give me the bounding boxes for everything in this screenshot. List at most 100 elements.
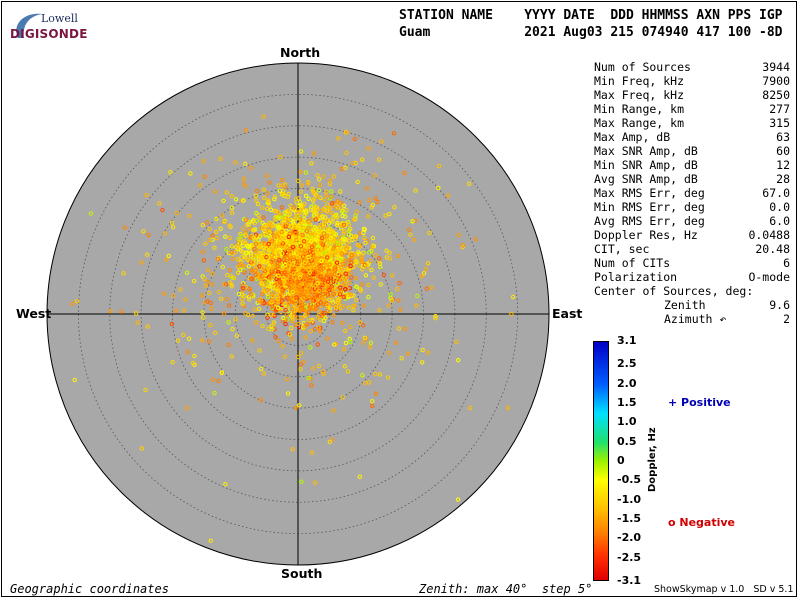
source-point (291, 255, 296, 260)
source-point (331, 408, 336, 413)
source-point (267, 300, 272, 305)
source-point (292, 304, 297, 309)
source-point (269, 312, 274, 317)
source-point (280, 288, 285, 293)
source-point (283, 270, 288, 275)
stat-value: 67.0 (762, 186, 790, 200)
source-point (317, 309, 322, 314)
source-point (436, 163, 442, 169)
stat-value: 7900 (762, 74, 790, 88)
source-point (229, 284, 235, 289)
source-point (342, 364, 347, 369)
source-point (315, 258, 320, 263)
source-point (248, 267, 254, 272)
source-point (384, 248, 389, 253)
source-point (292, 237, 297, 243)
source-point (121, 271, 126, 276)
source-point (310, 266, 315, 271)
source-point (335, 220, 340, 226)
source-point (227, 303, 232, 308)
source-point (333, 267, 338, 272)
source-point (354, 276, 359, 281)
source-point (357, 474, 362, 479)
source-point (329, 189, 334, 194)
source-point (330, 302, 335, 307)
source-point (287, 278, 293, 284)
colorbar-tick: -2.0 (617, 531, 642, 545)
center-zenith-label: Zenith (664, 298, 706, 312)
source-point (308, 329, 313, 334)
source-point (309, 450, 315, 455)
source-point (273, 208, 279, 214)
source-point (348, 324, 353, 330)
source-point (168, 170, 173, 175)
source-point (349, 275, 354, 280)
source-point (219, 370, 225, 375)
source-point (253, 235, 259, 240)
source-point (291, 275, 296, 281)
source-point (379, 139, 384, 144)
source-point (315, 302, 320, 307)
source-point (280, 183, 286, 188)
source-point (292, 245, 298, 250)
source-point (301, 225, 306, 231)
source-point (324, 283, 329, 288)
source-point (395, 253, 401, 259)
source-point (367, 198, 372, 203)
source-point (250, 253, 256, 259)
source-point (323, 262, 329, 268)
source-point (218, 156, 223, 161)
source-point (306, 293, 311, 299)
source-point (388, 296, 393, 301)
source-point (346, 305, 351, 310)
source-point (298, 244, 304, 249)
stat-value: 6 (783, 256, 790, 270)
source-point (366, 380, 372, 385)
source-point (139, 260, 144, 265)
source-point (203, 241, 208, 247)
source-point (212, 330, 218, 335)
source-point (278, 238, 283, 243)
source-point (261, 371, 267, 376)
source-point (334, 260, 340, 265)
source-point (267, 180, 272, 185)
source-point (269, 254, 274, 259)
source-point (290, 244, 296, 250)
source-point (310, 186, 315, 192)
source-point (346, 294, 351, 300)
source-point (242, 270, 247, 275)
source-point (324, 208, 330, 214)
source-point (357, 320, 362, 325)
source-point (170, 360, 175, 365)
source-point (279, 298, 285, 304)
colorbar-tick: 0 (617, 454, 625, 467)
source-point (285, 317, 290, 322)
source-point (251, 235, 257, 240)
source-point (258, 397, 263, 403)
source-point (241, 198, 246, 203)
source-point (316, 177, 322, 182)
source-point (429, 285, 434, 290)
source-point (298, 189, 303, 194)
source-point (306, 254, 311, 260)
source-point (340, 395, 345, 400)
colorbar-tick: -0.5 (617, 473, 642, 487)
source-point (353, 216, 358, 222)
source-point (330, 247, 336, 252)
source-point (319, 225, 324, 231)
source-point (348, 263, 353, 269)
source-point (311, 196, 317, 202)
source-point (366, 282, 371, 288)
source-point (366, 146, 371, 151)
source-point (370, 403, 375, 409)
source-point (370, 235, 376, 241)
source-point (291, 220, 296, 226)
source-point (411, 237, 417, 243)
source-point (358, 287, 363, 292)
source-point (310, 297, 315, 302)
source-point (316, 226, 322, 231)
stat-label: Max RMS Err, deg (594, 186, 705, 200)
source-point (208, 538, 213, 543)
source-point (294, 295, 299, 300)
source-point (315, 216, 321, 222)
